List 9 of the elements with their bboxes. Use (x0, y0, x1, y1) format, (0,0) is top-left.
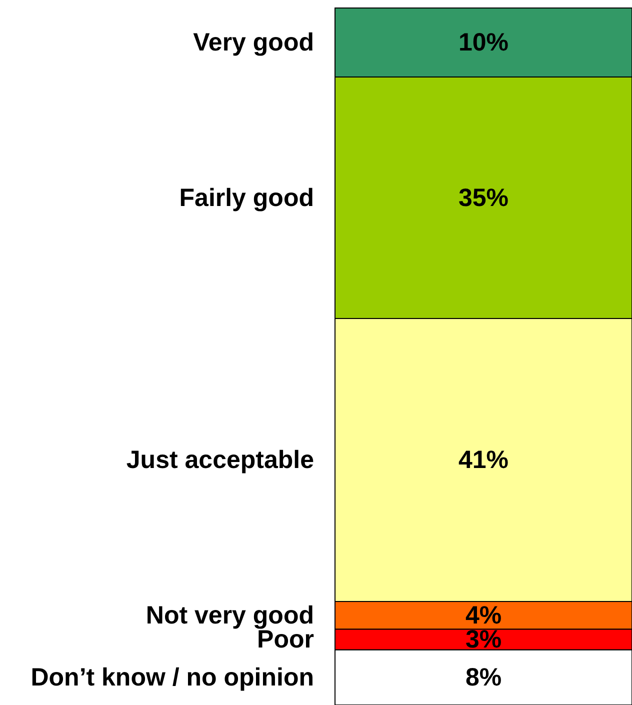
series-label: Fairly good (179, 184, 314, 212)
series-label: Just acceptable (126, 446, 314, 474)
data-label: 10% (458, 28, 509, 57)
series-label: Not very good (146, 601, 314, 630)
series-label: Don’t know / no opinion (30, 663, 314, 692)
series-label: Very good (193, 28, 314, 57)
data-label: 8% (465, 663, 502, 692)
data-label: 41% (458, 446, 509, 474)
data-label: 35% (458, 184, 509, 212)
